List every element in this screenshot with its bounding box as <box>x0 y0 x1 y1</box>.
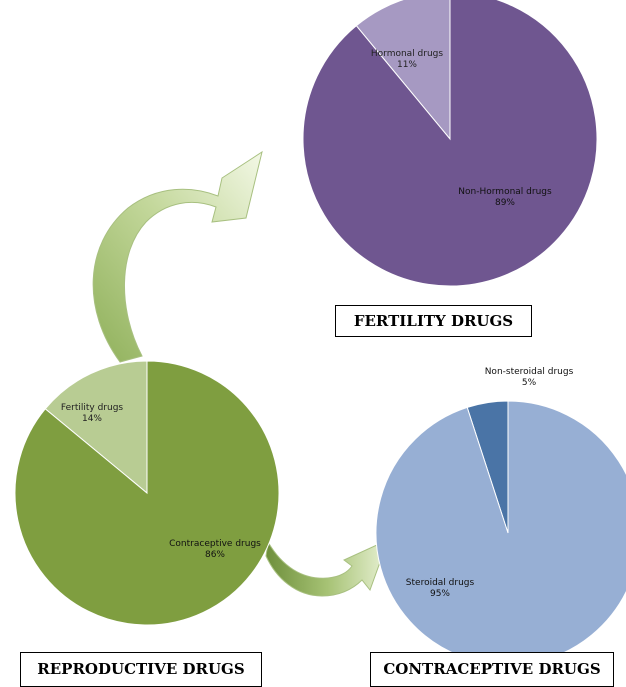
slice-percent-label: 5% <box>522 378 537 388</box>
fertility-slice-non-hormonal-drugs <box>302 0 598 287</box>
reproductive-drugs-title: REPRODUCTIVE DRUGS <box>20 652 262 687</box>
reproductive-slice-label: Contraceptive drugs 86% <box>169 539 261 560</box>
slice-category-label: Fertility drugs <box>61 403 123 413</box>
fertility-slice-label: Hormonal drugs 11% <box>371 49 444 70</box>
slice-percent-label: 89% <box>495 198 515 208</box>
contraceptive-drugs-title: CONTRACEPTIVE DRUGS <box>370 652 614 687</box>
contraceptive-pie: Non-steroidal drugs 5% Steroidal drugs 95% <box>375 367 626 666</box>
fertility-drugs-title: FERTILITY DRUGS <box>335 305 532 337</box>
slice-percent-label: 95% <box>430 589 450 599</box>
slice-category-label: Contraceptive drugs <box>169 539 261 549</box>
reproductive-slice-label: Fertility drugs 14% <box>61 403 123 424</box>
curved-arrow-up <box>92 150 263 363</box>
contraceptive-slice-label: Non-steroidal drugs 5% <box>485 367 574 388</box>
fertility-slice-label: Non-Hormonal drugs 89% <box>458 187 552 208</box>
slice-percent-label: 86% <box>205 550 225 560</box>
slice-category-label: Non-steroidal drugs <box>485 367 574 377</box>
contraceptive-slice-label: Steroidal drugs 95% <box>406 578 475 599</box>
slice-percent-label: 14% <box>82 414 102 424</box>
curved-arrow-right <box>265 539 389 597</box>
slice-category-label: Steroidal drugs <box>406 578 475 588</box>
slice-category-label: Hormonal drugs <box>371 49 444 59</box>
fertility-pie: Hormonal drugs 11% Non-Hormonal drugs 89% <box>302 0 598 287</box>
slice-percent-label: 11% <box>397 60 417 70</box>
reproductive-slice-fertility-drugs <box>44 360 148 495</box>
reproductive-slice-contraceptive-drugs <box>14 360 280 626</box>
fertility-slice-hormonal-drugs <box>355 0 451 141</box>
reproductive-pie: Fertility drugs 14% Contraceptive drugs 86% <box>14 360 280 626</box>
pie-charts-group: Hormonal drugs 11% Non-Hormonal drugs 89% Fe… <box>14 0 626 666</box>
slice-category-label: Non-Hormonal drugs <box>458 187 552 197</box>
